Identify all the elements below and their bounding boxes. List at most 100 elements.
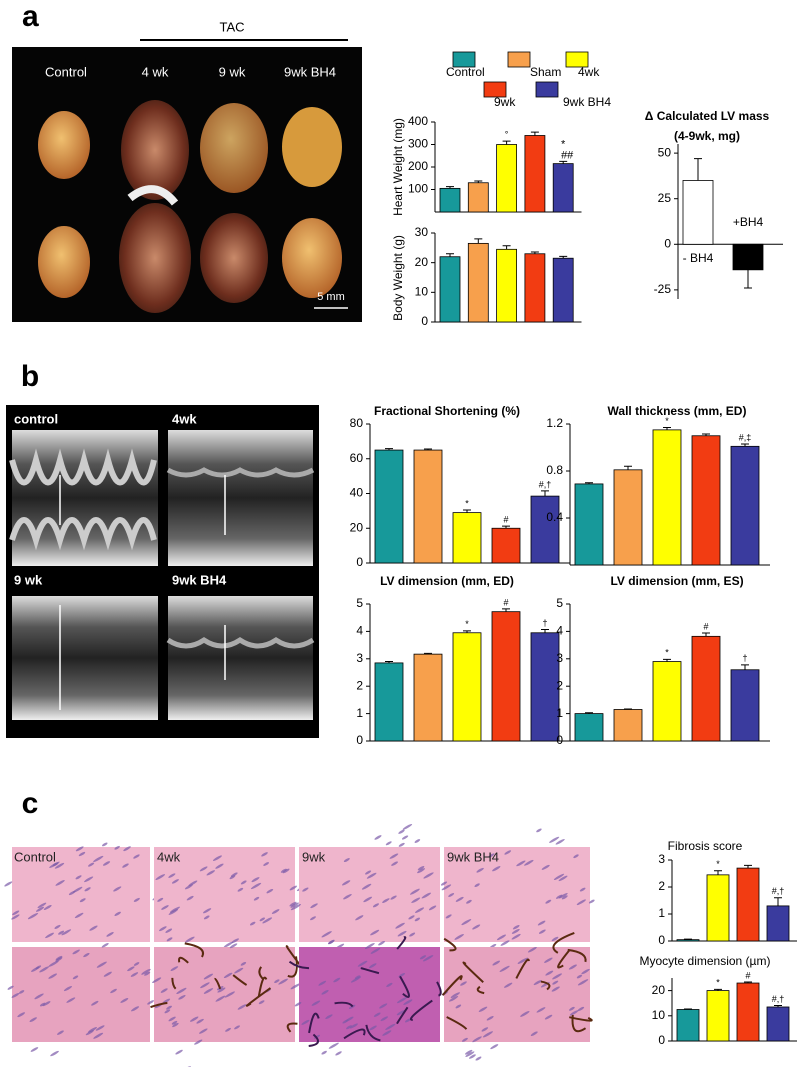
nucleus	[55, 880, 65, 886]
nucleus	[378, 940, 386, 946]
nucleus	[492, 866, 501, 872]
fibrosis-strand	[476, 985, 485, 995]
nucleus	[259, 917, 266, 922]
nucleus	[144, 971, 151, 976]
nucleus	[422, 955, 434, 962]
error-bar	[502, 608, 510, 612]
bar	[374, 449, 404, 564]
nucleus	[231, 938, 239, 944]
nucleus	[461, 1037, 468, 1042]
nucleus	[385, 841, 392, 846]
nucleus	[382, 898, 390, 903]
nucleus	[101, 942, 109, 948]
significance-label: ##	[561, 149, 574, 161]
nucleus	[398, 829, 405, 834]
nucleus	[184, 884, 193, 890]
fibrosis-strand	[571, 1014, 587, 1033]
legend-label: 9wk	[494, 95, 516, 109]
fibrosis-strand	[171, 977, 177, 990]
nucleus	[402, 823, 413, 830]
nucleus	[223, 972, 233, 979]
nucleus	[318, 980, 327, 986]
y-tick-label: 0	[556, 733, 563, 747]
nucleus	[186, 895, 194, 901]
y-tick-label: 300	[408, 137, 428, 151]
nucleus	[555, 894, 563, 899]
nucleus	[290, 902, 299, 908]
nucleus	[240, 961, 247, 966]
legend-swatch	[535, 81, 559, 98]
nucleus	[536, 1007, 546, 1013]
error-bar	[530, 251, 539, 254]
bar	[439, 256, 461, 323]
nucleus	[164, 1009, 171, 1014]
bar	[524, 253, 546, 323]
nucleus	[289, 901, 297, 907]
bar	[652, 661, 682, 742]
bar	[691, 435, 721, 566]
nucleus	[113, 886, 122, 892]
legend-label: Sham	[530, 65, 561, 79]
error-bar	[474, 180, 483, 183]
nucleus	[401, 835, 409, 840]
bar	[491, 611, 521, 742]
nucleus	[500, 940, 510, 946]
nucleus	[58, 930, 65, 935]
nucleus	[524, 859, 534, 866]
nucleus	[168, 1016, 176, 1022]
nucleus	[343, 858, 350, 863]
nucleus	[66, 997, 76, 1003]
bar	[613, 709, 643, 742]
nucleus	[541, 864, 550, 870]
nucleus	[103, 861, 111, 866]
nucleus	[544, 1014, 553, 1020]
nucleus	[88, 862, 95, 867]
category-label: +BH4	[733, 215, 764, 229]
fibrosis-strand	[462, 961, 484, 983]
error-bar	[684, 1008, 692, 1010]
bar	[736, 982, 760, 1042]
nucleus	[274, 979, 280, 984]
nucleus	[63, 986, 72, 992]
nucleus	[43, 905, 52, 910]
y-tick-label: 2	[556, 678, 563, 692]
nucleus	[461, 919, 472, 926]
histology-label: 4wk	[157, 849, 181, 864]
nucleus	[93, 855, 104, 863]
legend-label: Control	[446, 65, 485, 79]
error-bar	[624, 465, 632, 470]
nucleus	[341, 880, 351, 886]
nucleus	[84, 887, 91, 892]
fibrosis-strand	[286, 1022, 298, 1033]
nucleus	[504, 982, 513, 988]
nucleus	[421, 892, 432, 899]
nucleus	[512, 925, 520, 930]
nucleus	[176, 987, 187, 995]
histology-tile	[444, 947, 590, 1042]
echo-label: 9 wk	[14, 572, 43, 587]
nucleus	[302, 887, 309, 892]
nucleus	[114, 845, 120, 850]
y-tick-label: 1.2	[546, 416, 563, 430]
nucleus	[161, 905, 169, 910]
nucleus	[194, 1039, 203, 1045]
nucleus	[486, 1016, 494, 1021]
nucleus	[106, 932, 114, 937]
nucleus	[11, 914, 20, 920]
heart-label: 9wk BH4	[284, 64, 336, 79]
nucleus	[199, 866, 208, 872]
error-bar	[541, 490, 549, 497]
fibrosis-strand	[360, 967, 380, 975]
y-tick-label: 1	[356, 706, 363, 720]
nucleus	[555, 838, 565, 845]
nucleus	[368, 963, 377, 969]
nucleus	[262, 917, 273, 924]
nucleus	[475, 1056, 482, 1061]
nucleus	[75, 875, 82, 880]
nucleus	[321, 990, 329, 995]
nucleus	[335, 1051, 342, 1056]
nucleus	[178, 994, 186, 1000]
nucleus	[403, 999, 413, 1005]
error-bar	[585, 482, 593, 484]
nucleus	[576, 974, 583, 979]
